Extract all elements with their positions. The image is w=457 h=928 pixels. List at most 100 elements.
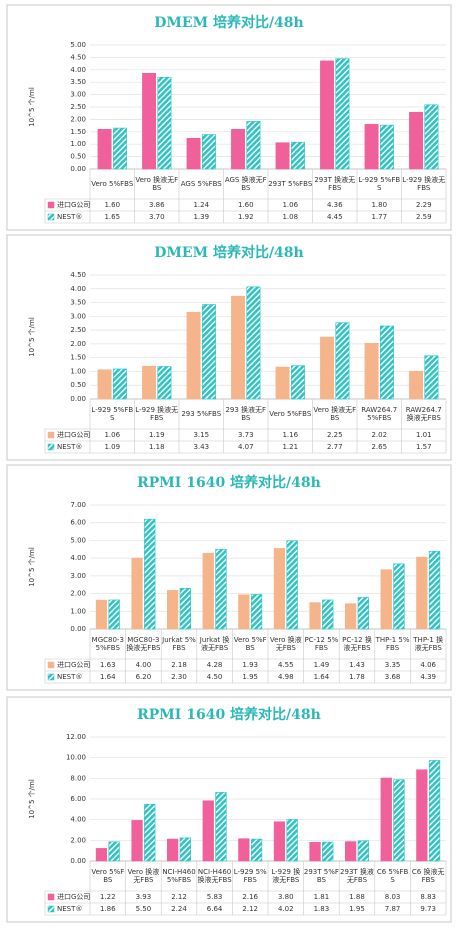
category-label: L-929 换液无FBS xyxy=(135,406,179,422)
table-value: 3.80 xyxy=(278,893,294,901)
table-value: 1.22 xyxy=(100,893,116,901)
category-label-box: L-929 换液无FBS xyxy=(271,868,301,884)
y-tick-label: 0.50 xyxy=(70,153,86,161)
bar xyxy=(409,370,424,400)
table-value: 1.83 xyxy=(314,905,330,913)
category-label-box: RAW264.7 换液无FBS xyxy=(405,406,442,422)
table-value: 3.43 xyxy=(193,443,209,451)
category-label-box: PC-12 5%FBS xyxy=(304,636,338,652)
table-value: 4.50 xyxy=(207,673,223,681)
category-label: 293 换液无FBS xyxy=(225,406,267,422)
table-value: 8.03 xyxy=(385,893,401,901)
bar xyxy=(424,104,439,170)
legend-label: 进口G公司 xyxy=(57,661,90,669)
category-label: THP-1 换液无FBS xyxy=(413,636,444,652)
y-tick-label: 7.00 xyxy=(70,501,86,509)
chart-title: DMEM 培养对比/48h xyxy=(154,244,303,261)
bar xyxy=(379,325,394,400)
table-value: 2.12 xyxy=(242,905,258,913)
bar xyxy=(186,311,201,400)
bar xyxy=(345,841,357,862)
table-value: 5.83 xyxy=(207,893,223,901)
bar xyxy=(428,760,441,862)
category-label: PC-12 换液无FBS xyxy=(342,636,372,652)
category-label-box: Jurkat 5%FBS xyxy=(162,636,196,652)
bar xyxy=(131,557,143,630)
y-tick-label: 1.00 xyxy=(70,367,86,375)
bar xyxy=(202,800,214,862)
category-label: RAW264.7 换液无FBS xyxy=(405,406,442,422)
y-tick-label: 1.00 xyxy=(70,607,86,615)
table-value: 4.55 xyxy=(278,661,294,669)
category-label-box: Vero 5%FBS xyxy=(91,868,125,884)
y-axis-label: 10^5 个/ml xyxy=(28,547,36,587)
category-label: Vero 换液无FBS xyxy=(313,406,357,422)
table-value: 2.24 xyxy=(171,905,187,913)
category-label: L-929 5%FBS xyxy=(91,406,134,422)
y-tick-label: 3.00 xyxy=(70,572,86,580)
bar xyxy=(273,548,286,630)
category-label: Vero 5%FBS xyxy=(233,636,267,652)
category-label: THP-1 5%FBS xyxy=(375,636,410,652)
bar xyxy=(309,841,321,862)
bar xyxy=(142,72,157,170)
table-value: 2.12 xyxy=(171,893,187,901)
table-value: 1.93 xyxy=(242,661,258,669)
table-value: 3.70 xyxy=(149,213,165,221)
bar xyxy=(97,129,112,170)
chart-title: DMEM 培养对比/48h xyxy=(154,14,303,31)
category-label-box: L-929 5%FBS xyxy=(91,406,134,422)
category-label-box: Jurkat 换液无FBS xyxy=(199,636,230,652)
category-label: Jurkat 5%FBS xyxy=(162,636,196,652)
bar xyxy=(95,848,108,862)
bar xyxy=(393,779,405,862)
bar xyxy=(179,837,191,862)
category-label-box: 293 5%FBS xyxy=(181,410,221,418)
category-label: Vero 换液无FBS xyxy=(269,636,302,652)
category-label: 293T 换液无FBS xyxy=(314,176,356,192)
bar xyxy=(273,821,286,862)
bar xyxy=(246,286,261,400)
bar xyxy=(322,841,334,862)
table-value: 3.68 xyxy=(385,673,401,681)
bar xyxy=(144,803,156,862)
table-value: 2.29 xyxy=(416,201,432,209)
table-value: 2.16 xyxy=(242,893,258,901)
table-value: 6.20 xyxy=(136,673,152,681)
legend-swatch xyxy=(47,661,55,669)
category-label-box: THP-1 5%FBS xyxy=(375,636,410,652)
y-tick-label: 4.50 xyxy=(70,271,86,279)
y-tick-label: 6.00 xyxy=(70,519,86,527)
bar xyxy=(424,355,439,400)
table-value: 1.21 xyxy=(282,443,298,451)
category-label-box: Vero 换液无FBS xyxy=(127,868,159,884)
bar xyxy=(335,322,350,400)
category-label-box: NCI-H460 换液无FBS xyxy=(197,868,232,884)
bar xyxy=(215,548,227,630)
category-label: NCI-H460 换液无FBS xyxy=(197,868,232,884)
bar xyxy=(215,792,227,862)
bar xyxy=(186,137,201,170)
bar xyxy=(179,587,191,630)
category-label-box: L-929 5%FBS xyxy=(234,868,267,884)
bar xyxy=(238,838,250,862)
y-tick-label: 5.00 xyxy=(70,536,86,544)
bar xyxy=(428,550,441,630)
table-value: 1.43 xyxy=(349,661,365,669)
bar xyxy=(364,124,379,170)
category-label: Jurkat 换液无FBS xyxy=(199,636,230,652)
category-label: Vero 5%FBS xyxy=(91,868,125,884)
bar xyxy=(112,368,127,400)
bar xyxy=(144,518,156,630)
y-tick-label: 2.00 xyxy=(70,836,86,844)
category-label: C6 5%FBS xyxy=(376,868,409,884)
legend-swatch xyxy=(47,201,55,209)
category-label: Vero 5%FBS xyxy=(91,180,134,188)
category-label-box: MGC80-3 换液无FBS xyxy=(126,636,160,652)
y-tick-label: 12.00 xyxy=(66,733,86,741)
table-value: 1.09 xyxy=(104,443,120,451)
category-label: L-929 换液无FBS xyxy=(271,868,301,884)
panel xyxy=(6,4,452,231)
bar xyxy=(231,129,246,170)
